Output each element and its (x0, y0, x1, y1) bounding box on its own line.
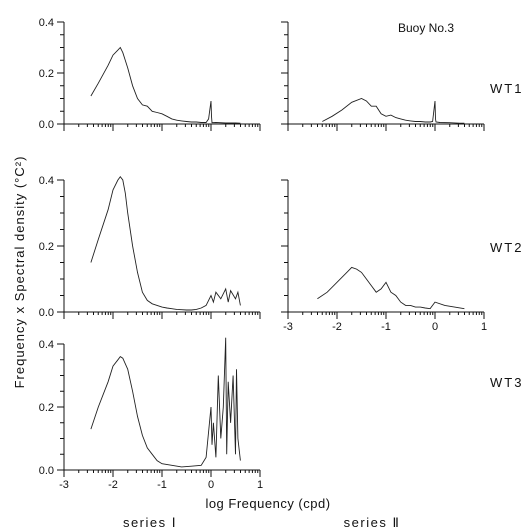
y-tick-label: 0.0 (39, 465, 54, 477)
column-label-series-2: series Ⅱ (344, 515, 401, 530)
x-tick-label: -3 (59, 479, 69, 491)
y-tick-label: 0.4 (39, 175, 54, 187)
series-line (90, 337, 241, 468)
x-tick-label: -3 (283, 321, 293, 333)
panel-wt1-series-i: 0.0 0.2 0.4 (39, 17, 261, 131)
panel-wt2-series-i: 0.0 0.2 0.4 (39, 175, 261, 319)
x-tick-label: -2 (332, 321, 342, 333)
row-label-wt3: WT3 (490, 375, 523, 390)
row-label-wt2: WT2 (490, 240, 523, 255)
column-label-series-1: series Ⅰ (123, 515, 177, 530)
x-tick-label: -1 (157, 479, 167, 491)
series-line (90, 46, 241, 124)
series-line (317, 266, 465, 310)
x-tick-label: 0 (208, 479, 214, 491)
x-tick-label: 1 (481, 321, 487, 333)
panel-wt3-series-i: 0.0 0.2 0.4 -3 -2 -1 0 1 (39, 337, 263, 491)
y-axis-label: Frequency x Spectral density (°C²) (12, 156, 27, 389)
y-tick-label: 0.0 (39, 119, 54, 131)
panel-wt2-series-ii: -3 -2 -1 0 1 (281, 179, 487, 333)
series-line (90, 175, 241, 311)
y-tick-label: 0.2 (39, 402, 54, 414)
buoy-label: Buoy No.3 (398, 21, 454, 35)
row-label-wt1: WT1 (490, 81, 523, 96)
y-tick-label: 0.2 (39, 241, 54, 253)
panels-group: 0.00.20.40.00.20.4-3 -2 -1 0 10.00.20.4-3 -2-… (39, 17, 487, 491)
y-tick-label: 0.4 (39, 17, 54, 29)
y-tick-label: 0.2 (39, 68, 54, 80)
x-tick-label: 0 (432, 321, 438, 333)
x-tick-label: 1 (257, 479, 263, 491)
x-tick-label: -1 (381, 321, 391, 333)
y-tick-label: 0.0 (39, 307, 54, 319)
series-line (322, 98, 465, 124)
x-axis-label: log Frequency (cpd) (205, 496, 330, 511)
x-tick-label: -2 (108, 479, 118, 491)
y-tick-label: 0.4 (39, 339, 54, 351)
panel-wt1-series-ii (281, 21, 485, 131)
